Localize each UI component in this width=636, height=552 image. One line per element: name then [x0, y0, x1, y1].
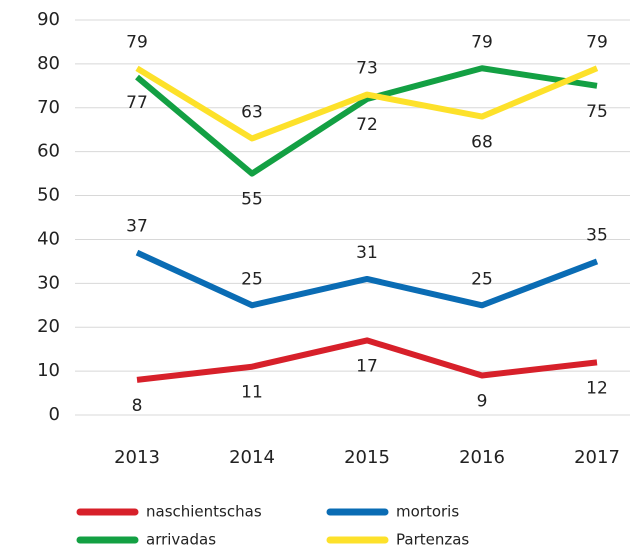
legend-label: Partenzas: [396, 531, 469, 549]
y-tick-label: 80: [37, 53, 60, 74]
data-label: 72: [356, 115, 378, 135]
x-tick-label: 2014: [229, 447, 275, 468]
y-tick-label: 50: [37, 185, 60, 206]
series-line: [135, 65, 598, 177]
data-label: 63: [241, 103, 263, 123]
data-label: 77: [126, 93, 148, 113]
series-line: [135, 249, 599, 309]
data-label: 37: [126, 217, 148, 237]
data-label: 68: [471, 133, 493, 153]
series-line: [136, 337, 598, 383]
series-line: [135, 65, 599, 142]
x-tick-label: 2015: [344, 447, 390, 468]
x-tick-label: 2016: [459, 447, 505, 468]
data-label: 75: [586, 102, 608, 122]
y-tick-label: 30: [37, 272, 60, 293]
legend-label: arrivadas: [146, 531, 216, 549]
data-label: 8: [132, 396, 143, 416]
y-tick-label: 0: [49, 404, 60, 425]
data-label: 17: [356, 356, 378, 376]
data-label: 79: [586, 32, 608, 52]
y-tick-label: 60: [37, 141, 60, 162]
data-label: 11: [241, 383, 263, 403]
data-label: 79: [471, 32, 493, 52]
data-label: 55: [241, 190, 263, 210]
y-tick-label: 70: [37, 97, 60, 118]
data-label: 35: [586, 225, 608, 245]
y-tick-label: 20: [37, 316, 60, 337]
x-tick-label: 2017: [574, 447, 620, 468]
data-label: 25: [471, 269, 493, 289]
y-tick-label: 40: [37, 228, 60, 249]
data-label: 25: [241, 269, 263, 289]
data-label: 9: [477, 392, 488, 412]
y-tick-label: 10: [37, 360, 60, 381]
data-label: 73: [356, 59, 378, 79]
data-label: 12: [586, 378, 608, 398]
data-label: 31: [356, 243, 378, 263]
y-tick-label: 90: [37, 9, 60, 30]
legend-label: naschientschas: [146, 503, 262, 521]
legend-label: mortoris: [396, 503, 459, 521]
x-tick-label: 2013: [114, 447, 160, 468]
data-label: 79: [126, 32, 148, 52]
